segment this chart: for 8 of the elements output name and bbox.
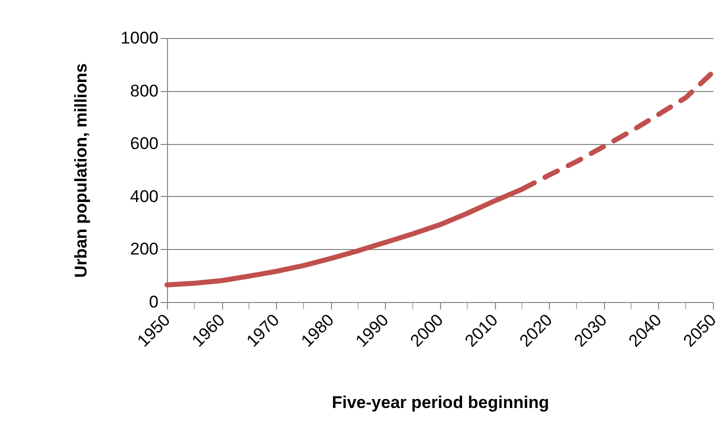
y-tick-label: 800: [130, 81, 158, 100]
y-tick-label: 200: [130, 240, 158, 259]
y-axis-title: Urban population, millions: [72, 63, 91, 278]
y-tick-label: 400: [130, 186, 158, 206]
x-axis-title: Five-year period beginning: [332, 392, 550, 412]
y-tick-label: 600: [130, 134, 158, 154]
y-tick-label: 1000: [120, 28, 158, 48]
y-tick-label: 0: [149, 292, 158, 312]
